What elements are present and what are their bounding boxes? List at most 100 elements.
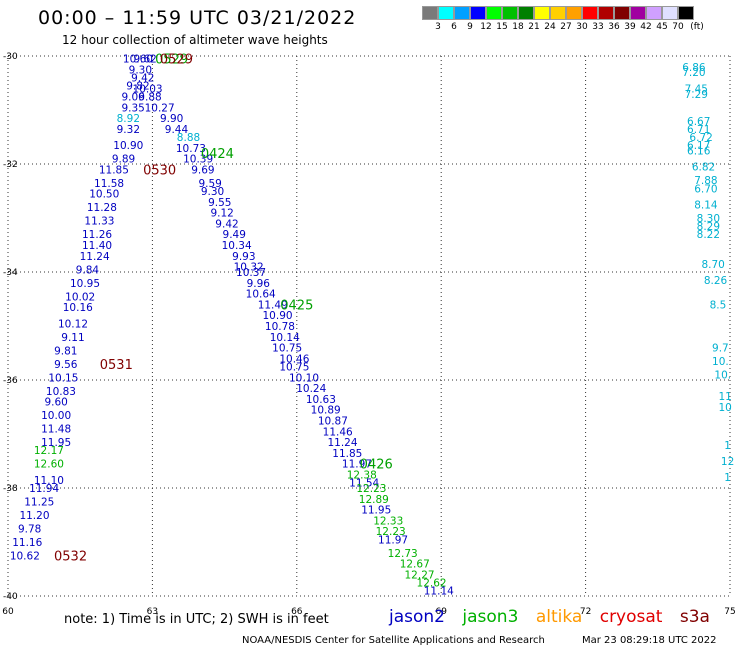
swh-value-jason2: 11.94 (29, 483, 59, 495)
lon-tick-label: 72 (580, 607, 591, 617)
color-swatch (550, 6, 566, 20)
color-swatch (582, 6, 598, 20)
swh-value-jason2: 11.58 (94, 178, 124, 190)
swh-value-jason2: 10.34 (222, 240, 252, 252)
swh-value-jason2: 11.26 (82, 229, 112, 241)
color-scale-label: 3 (435, 22, 441, 32)
swh-value-cryosat: 8.92 (117, 113, 140, 125)
color-swatch (422, 6, 438, 20)
color-swatch (454, 6, 470, 20)
swh-value-jason2: 10.89 (311, 405, 341, 417)
swh-value-jason2: 9.30 (129, 65, 152, 77)
color-scale-label: 18 (512, 22, 524, 32)
swh-value-jason2: 9.78 (18, 524, 41, 536)
swh-value-jason3: 12.27 (405, 569, 435, 581)
color-scale-label: 39 (624, 22, 636, 32)
swh-value-cryosat: 1 (724, 472, 731, 484)
swh-value-cryosat: 6.72 (689, 132, 712, 144)
swh-value-jason2: 9.42 (131, 73, 154, 85)
color-scale-label: 6 (451, 22, 457, 32)
swh-value-jason2: 9.84 (76, 264, 100, 276)
chart-title: 00:00 – 11:59 UTC 03/21/2022 (38, 7, 357, 29)
swh-value-jason2: 11.28 (87, 202, 117, 214)
lon-tick-label: 69 (435, 607, 447, 617)
swh-value-jason2: 10.62 (10, 551, 40, 563)
color-swatch (598, 6, 614, 20)
color-scale-label: 45 (656, 22, 668, 32)
pass-time-label: 0426 (360, 458, 393, 473)
swh-value-jason2: 10.37 (236, 267, 266, 279)
color-scale-label: 15 (496, 22, 508, 32)
legend-jason3: jason3 (462, 607, 519, 627)
swh-value-jason3: 12.60 (34, 459, 64, 471)
swh-value-jason2: 10.12 (58, 318, 88, 330)
legend-s3a: s3a (679, 607, 710, 627)
swh-value-jason2: 11.48 (41, 424, 71, 436)
pass-time-label: 0425 (280, 298, 313, 313)
swh-value-jason2: 10.60 (123, 54, 153, 66)
swh-value-jason2: 9.55 (208, 197, 231, 209)
swh-value-jason3: 12.23 (376, 526, 406, 538)
swh-value-jason3: 12.73 (388, 548, 418, 560)
swh-value-jason2: 10.10 (289, 372, 319, 384)
swh-value-cryosat: 8.70 (701, 259, 724, 271)
swh-value-jason2: 11.95 (41, 437, 71, 449)
swh-value-jason2: 9.89 (112, 154, 135, 166)
swh-value-jason2: 10.02 (65, 291, 95, 303)
swh-value-jason2: 11.40 (82, 240, 112, 252)
color-scale-label: 36 (608, 22, 620, 32)
swh-value-jason2: 10.15 (48, 372, 78, 384)
swh-value-cryosat: 7.88 (694, 175, 717, 187)
swh-value-jason2: 9.60 (44, 397, 67, 409)
swh-value-jason2: 9.12 (210, 208, 233, 220)
swh-value-cryosat: 8.14 (694, 200, 718, 212)
swh-value-jason2: 10.00 (41, 410, 71, 422)
swh-value-jason2: 9.69 (191, 164, 214, 176)
swh-value-jason2: 9.11 (61, 332, 84, 344)
swh-value-cryosat: 11 (718, 391, 731, 403)
swh-value-cryosat: 8.5 (710, 299, 727, 311)
swh-value-cryosat: 8.22 (697, 229, 720, 241)
swh-value-jason2: 9.30 (201, 186, 224, 198)
pass-time-label: 0529 (160, 53, 193, 68)
pass-time-label: 0531 (100, 358, 133, 373)
swh-value-cryosat: 6.70 (694, 183, 717, 195)
swh-value-jason2: 11.97 (378, 534, 408, 546)
swh-value-jason2: 9.32 (117, 124, 140, 136)
color-swatch (614, 6, 630, 20)
legend-cryosat: cryosat (599, 607, 663, 627)
swh-value-jason2: 10.75 (272, 343, 302, 355)
swh-value-cryosat: 7.29 (685, 89, 708, 101)
swh-value-jason2: 10.03 (133, 83, 163, 95)
swh-value-jason2: 11.25 (24, 497, 54, 509)
color-scale-label: 24 (544, 22, 556, 32)
swh-value-cryosat: 10 (718, 402, 731, 414)
color-scale-label: 21 (528, 22, 540, 32)
lon-tick-label: 75 (724, 607, 735, 617)
color-scale-label: 33 (592, 22, 604, 32)
swh-value-jason2: 10.83 (46, 386, 76, 398)
swh-value-jason2: 11.95 (361, 505, 391, 517)
lat-tick-label: -40 (3, 592, 18, 602)
swh-value-jason2: 10.73 (176, 143, 206, 155)
swh-value-jason2: 10.46 (279, 353, 309, 365)
swh-value-jason2: 10.32 (234, 262, 264, 274)
swh-value-jason3: 12.38 (347, 470, 377, 482)
swh-value-jason2: 10.27 (145, 102, 175, 114)
swh-value-jason2: 11.24 (80, 251, 110, 263)
swh-value-jason2: 9.82 (126, 81, 149, 93)
color-swatch (534, 6, 550, 20)
swh-value-cryosat: 7.45 (685, 83, 708, 95)
color-scale-label: 70 (672, 22, 684, 32)
swh-value-jason2: 11.85 (332, 448, 362, 460)
swh-value-jason2: 10.64 (246, 289, 276, 301)
color-swatch (678, 6, 694, 20)
swh-value-jason2: 9.56 (54, 359, 78, 371)
swh-value-jason2: 11.10 (34, 475, 64, 487)
color-scale-label: 9 (467, 22, 473, 32)
swh-value-jason2: 11.97 (342, 459, 372, 471)
swh-value-jason2: 11.16 (12, 537, 42, 549)
color-swatch (438, 6, 454, 20)
swh-value-jason3: 12.17 (34, 445, 64, 457)
legend-altika: altika (535, 607, 583, 627)
